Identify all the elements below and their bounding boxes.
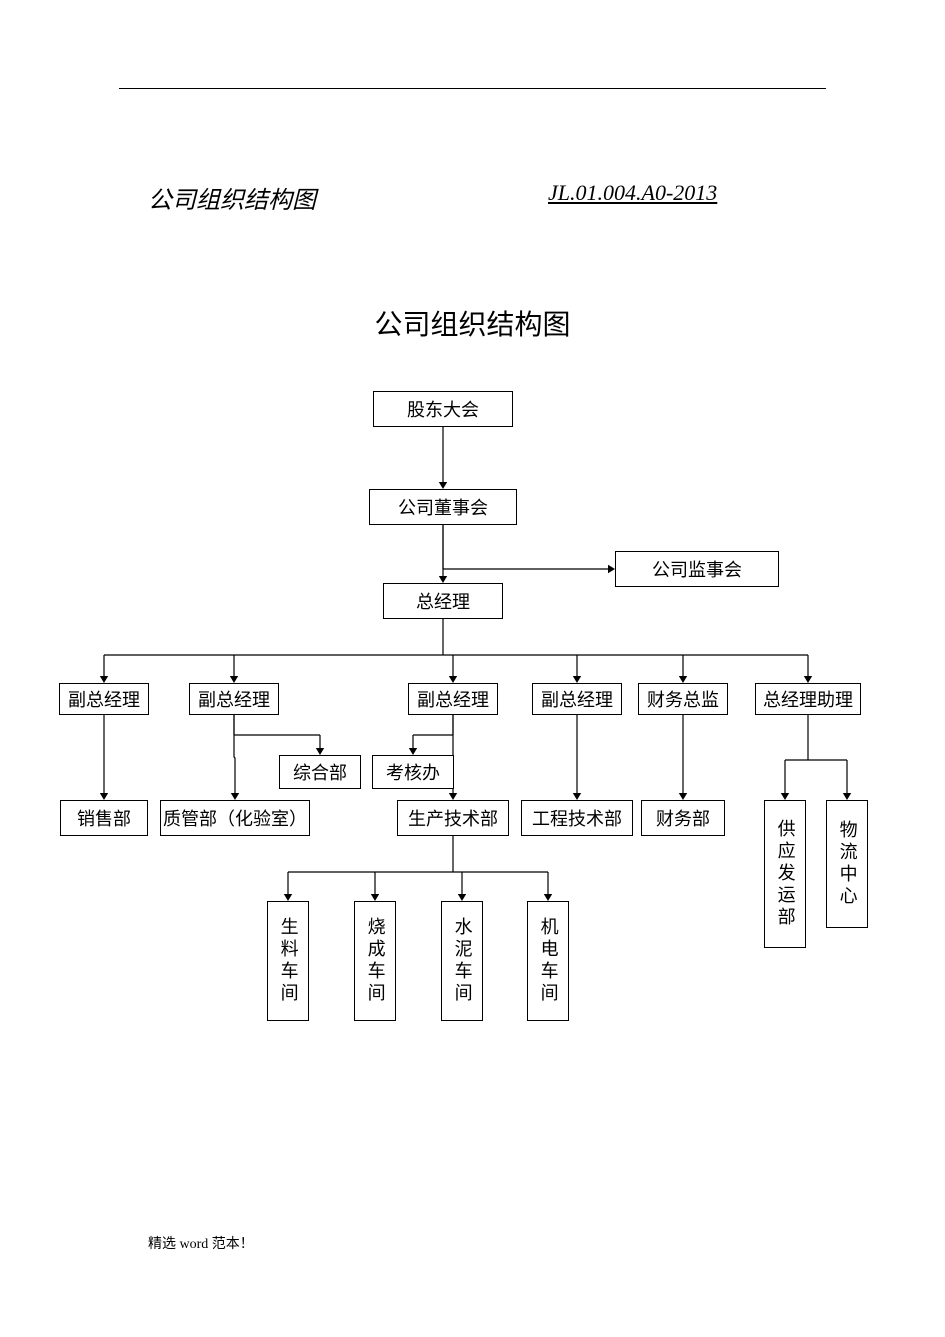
org-node-d7: 财务部 [641, 800, 725, 836]
org-node-n1: 股东大会 [373, 391, 513, 427]
org-node-n4: 总经理 [383, 583, 503, 619]
org-node-vp3: 副总经理 [408, 683, 498, 715]
org-node-d2: 质管部（化验室） [160, 800, 310, 836]
org-node-n2: 公司董事会 [369, 489, 517, 525]
org-node-d6: 工程技术部 [521, 800, 633, 836]
org-node-w1: 生料车间 [267, 901, 309, 1021]
org-node-vp5: 财务总监 [638, 683, 728, 715]
org-node-vp6: 总经理助理 [755, 683, 861, 715]
org-node-w3: 水泥车间 [441, 901, 483, 1021]
org-node-d9: 物流中心 [826, 800, 868, 928]
org-node-d3: 综合部 [279, 755, 361, 789]
org-node-d1: 销售部 [60, 800, 148, 836]
footer-text: 精选 word 范本！ [148, 1233, 254, 1253]
org-node-vp4: 副总经理 [532, 683, 622, 715]
org-node-d5: 生产技术部 [397, 800, 509, 836]
org-node-w2: 烧成车间 [354, 901, 396, 1021]
org-chart-edges [0, 0, 945, 1337]
org-node-vp2: 副总经理 [189, 683, 279, 715]
org-node-d4: 考核办 [372, 755, 454, 789]
org-node-n3: 公司监事会 [615, 551, 779, 587]
org-node-w4: 机电车间 [527, 901, 569, 1021]
org-node-vp1: 副总经理 [59, 683, 149, 715]
org-node-d8: 供应发运部 [764, 800, 806, 948]
